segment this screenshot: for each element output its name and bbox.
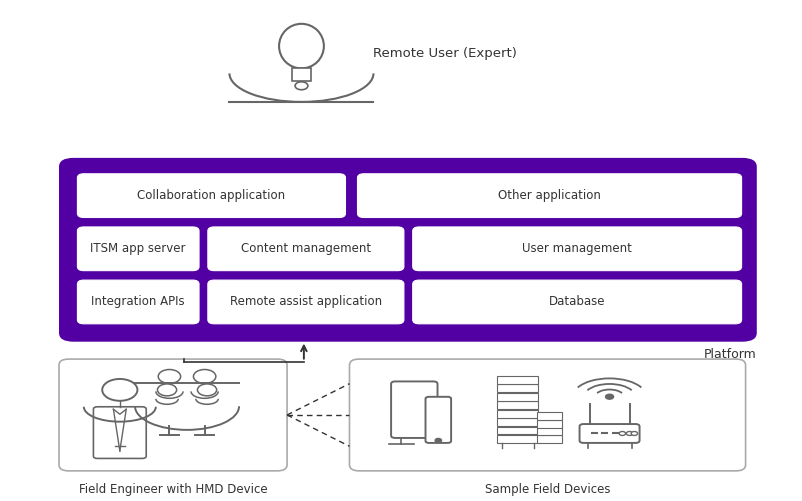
FancyBboxPatch shape — [93, 407, 146, 458]
FancyBboxPatch shape — [425, 397, 451, 443]
FancyBboxPatch shape — [208, 280, 403, 324]
FancyBboxPatch shape — [77, 280, 199, 324]
FancyBboxPatch shape — [536, 435, 561, 443]
Circle shape — [618, 431, 625, 435]
Text: Remote assist application: Remote assist application — [229, 296, 382, 309]
Circle shape — [193, 370, 216, 383]
FancyBboxPatch shape — [208, 227, 403, 271]
Circle shape — [630, 431, 637, 435]
FancyBboxPatch shape — [579, 424, 638, 443]
FancyBboxPatch shape — [536, 420, 561, 427]
FancyBboxPatch shape — [496, 410, 537, 418]
Circle shape — [605, 394, 613, 399]
Text: Content management: Content management — [241, 242, 371, 256]
Circle shape — [197, 384, 217, 396]
Text: Collaboration application: Collaboration application — [137, 189, 286, 202]
FancyBboxPatch shape — [496, 426, 537, 434]
Text: Platform: Platform — [703, 348, 755, 361]
FancyBboxPatch shape — [59, 158, 755, 342]
Text: Other application: Other application — [497, 189, 600, 202]
FancyBboxPatch shape — [391, 381, 437, 438]
Circle shape — [157, 384, 176, 396]
FancyBboxPatch shape — [536, 427, 561, 435]
Ellipse shape — [279, 24, 323, 69]
FancyBboxPatch shape — [412, 227, 741, 271]
FancyBboxPatch shape — [496, 376, 537, 384]
FancyBboxPatch shape — [536, 412, 561, 420]
Circle shape — [294, 82, 307, 90]
FancyBboxPatch shape — [496, 393, 537, 401]
Text: Field Engineer with HMD Device: Field Engineer with HMD Device — [79, 483, 267, 496]
Circle shape — [435, 438, 441, 442]
FancyBboxPatch shape — [412, 280, 741, 324]
FancyBboxPatch shape — [496, 418, 537, 426]
FancyBboxPatch shape — [59, 359, 286, 471]
Circle shape — [102, 379, 137, 401]
Text: Database: Database — [549, 296, 605, 309]
FancyBboxPatch shape — [496, 435, 537, 443]
FancyBboxPatch shape — [496, 401, 537, 409]
Text: Remote User (Expert): Remote User (Expert) — [373, 47, 516, 60]
FancyBboxPatch shape — [496, 384, 537, 392]
FancyBboxPatch shape — [349, 359, 745, 471]
Text: Sample Field Devices: Sample Field Devices — [484, 483, 610, 496]
FancyBboxPatch shape — [77, 227, 199, 271]
FancyBboxPatch shape — [357, 174, 741, 217]
Text: ITSM app server: ITSM app server — [91, 242, 186, 256]
FancyBboxPatch shape — [77, 174, 345, 217]
Circle shape — [158, 370, 180, 383]
FancyBboxPatch shape — [291, 69, 310, 81]
Circle shape — [626, 431, 632, 435]
Text: User management: User management — [521, 242, 631, 256]
Text: Integration APIs: Integration APIs — [91, 296, 184, 309]
